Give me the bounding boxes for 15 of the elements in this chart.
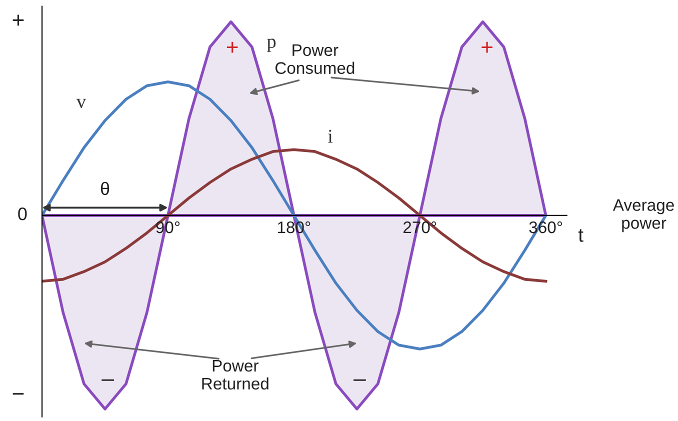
text: Average power xyxy=(612,199,674,232)
series-label: p xyxy=(266,38,276,52)
annotation: θ xyxy=(100,182,110,196)
text: − xyxy=(12,393,24,395)
annotation: + xyxy=(482,42,492,53)
annotation: Power Consumed xyxy=(275,44,354,74)
text: t xyxy=(578,229,584,242)
annotation: – xyxy=(102,379,114,381)
series-label: i xyxy=(328,130,333,143)
annotation: – xyxy=(354,379,366,381)
annotation: + xyxy=(226,42,238,53)
text: 0 xyxy=(18,207,27,220)
text: + xyxy=(12,14,24,26)
series-label: v xyxy=(76,98,86,108)
annotation: Power Returned xyxy=(202,360,268,390)
